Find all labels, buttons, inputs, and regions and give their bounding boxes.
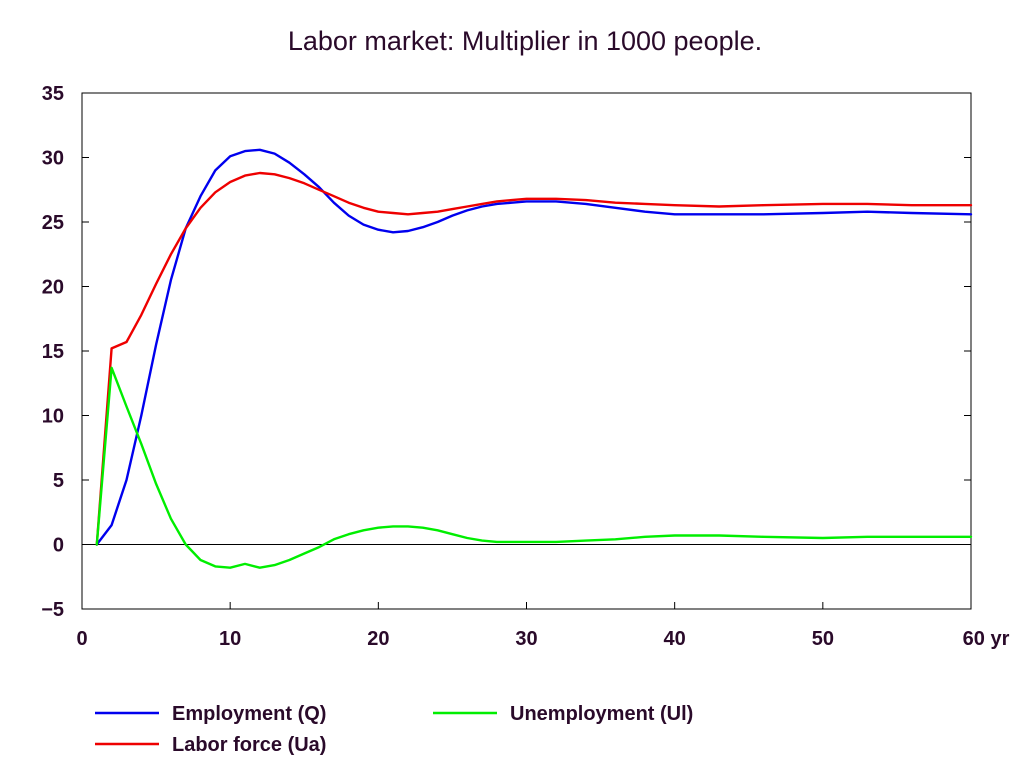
series-line-unemployment-ul bbox=[95, 366, 973, 569]
y-tick-label: 5 bbox=[53, 470, 64, 492]
y-tick-label: 35 bbox=[42, 83, 64, 105]
x-tick-label: 60 yr bbox=[963, 628, 1010, 650]
y-tick-label: 15 bbox=[42, 341, 64, 363]
y-tick-label: 20 bbox=[42, 277, 64, 299]
y-tick-label: 30 bbox=[42, 148, 64, 170]
x-tick-label: 50 bbox=[812, 628, 834, 650]
series-line-employment-q bbox=[95, 148, 973, 546]
legend-label: Employment (Q) bbox=[172, 703, 326, 725]
x-axis-ticks: 0 10 20 30 40 50 60 yr bbox=[76, 602, 1010, 650]
series-line-labor-force-ua bbox=[95, 171, 973, 546]
y-tick-label: 10 bbox=[42, 406, 64, 428]
x-tick-label: 0 bbox=[76, 628, 87, 650]
y-tick-label: 25 bbox=[42, 212, 64, 234]
y-axis-ticks: 35 30 25 20 15 10 5 0 −5 bbox=[41, 83, 971, 621]
legend-label: Labor force (Ua) bbox=[172, 734, 326, 756]
y-tick-label: 0 bbox=[53, 535, 64, 557]
x-tick-label: 40 bbox=[664, 628, 686, 650]
y-tick-label: −5 bbox=[41, 599, 64, 621]
x-tick-label: 20 bbox=[367, 628, 389, 650]
x-tick-label: 30 bbox=[515, 628, 537, 650]
legend: Employment (Q) Labor force (Ua) Unemployme… bbox=[95, 703, 693, 756]
chart-title: Labor market: Multiplier in 1000 people. bbox=[288, 26, 762, 56]
legend-label: Unemployment (Ul) bbox=[510, 703, 693, 725]
x-tick-label: 10 bbox=[219, 628, 241, 650]
series-lines bbox=[95, 148, 973, 569]
